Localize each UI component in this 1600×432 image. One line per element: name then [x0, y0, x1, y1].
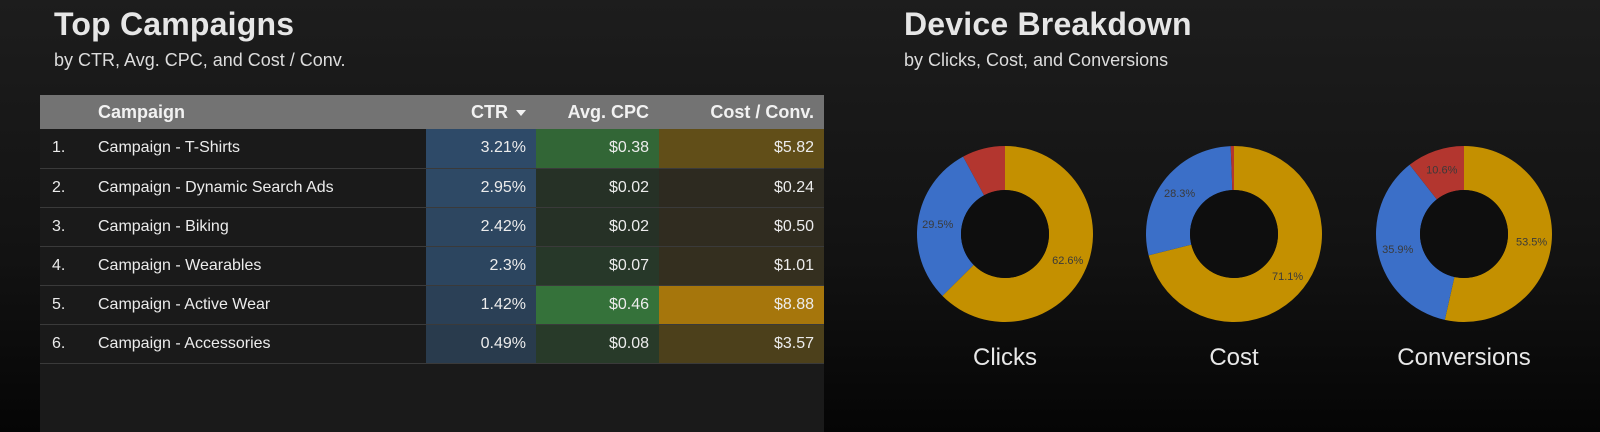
- donut-label-clicks: Clicks: [973, 344, 1037, 371]
- donut-chart-cost: 71.1% 28.3%: [1146, 146, 1322, 322]
- header-cost-conv[interactable]: Cost / Conv.: [710, 101, 814, 122]
- table-row[interactable]: 3. Campaign - Biking 2.42% $0.02 $0.50: [40, 207, 824, 246]
- row-campaign-name: Campaign - T-Shirts: [98, 139, 240, 157]
- donut-slice[interactable]: [963, 146, 1005, 196]
- table-row[interactable]: 6. Campaign - Accessories 0.49% $0.08 $3.57: [40, 324, 824, 363]
- campaign-table: Campaign CTR Avg. CPC Cost / Conv. 1. Cam…: [40, 95, 824, 364]
- donut-hole: [961, 190, 1049, 278]
- header-rank: [40, 95, 88, 129]
- header-ctr-label: CTR: [471, 101, 508, 122]
- donut-slice[interactable]: [1230, 146, 1234, 191]
- header-ctr[interactable]: CTR: [426, 95, 536, 129]
- header-campaign[interactable]: Campaign: [98, 101, 186, 122]
- device-breakdown-title: Device Breakdown: [904, 6, 1192, 42]
- donut-slice-label: 62.6%: [1052, 255, 1083, 267]
- row-ctr: 0.49%: [426, 324, 536, 363]
- row-avg-cpc: $0.02: [536, 207, 659, 246]
- row-rank: 2.: [52, 178, 66, 196]
- row-ctr: 2.95%: [426, 168, 536, 207]
- donut-slice[interactable]: [1409, 146, 1464, 200]
- row-avg-cpc: $0.38: [536, 129, 659, 168]
- donut-hole: [1420, 190, 1508, 278]
- table-row[interactable]: 5. Campaign - Active Wear 1.42% $0.46 $8.88: [40, 285, 824, 324]
- row-rank: 1.: [52, 139, 66, 157]
- table-row[interactable]: 2. Campaign - Dynamic Search Ads 2.95% $0.0…: [40, 168, 824, 207]
- row-cost-conv: $3.57: [659, 324, 824, 363]
- row-campaign-name: Campaign - Wearables: [98, 256, 262, 274]
- row-cost-conv: $0.50: [659, 207, 824, 246]
- row-campaign-name: Campaign - Dynamic Search Ads: [98, 178, 334, 196]
- table-row[interactable]: 4. Campaign - Wearables 2.3% $0.07 $1.01: [40, 246, 824, 285]
- campaign-table-container: Campaign CTR Avg. CPC Cost / Conv. 1. Cam…: [40, 95, 824, 432]
- donut-slice-label: 29.5%: [922, 219, 953, 231]
- donut-label-conversions: Conversions: [1397, 344, 1531, 371]
- row-rank: 3.: [52, 217, 66, 235]
- donut-chart-conversions: 53.5% 35.9% 10.6%: [1376, 146, 1552, 322]
- donut-hole: [1190, 190, 1278, 278]
- row-cost-conv: $8.88: [659, 285, 824, 324]
- row-campaign-name: Campaign - Accessories: [98, 334, 271, 352]
- donut-slice-label: 53.5%: [1516, 236, 1547, 248]
- top-campaigns-title: Top Campaigns: [54, 6, 295, 42]
- row-ctr: 2.42%: [426, 207, 536, 246]
- header-avg-cpc[interactable]: Avg. CPC: [567, 101, 649, 122]
- donut-slice[interactable]: [917, 156, 985, 296]
- row-rank: 4.: [52, 256, 66, 274]
- device-breakdown-subtitle: by Clicks, Cost, and Conversions: [904, 50, 1169, 70]
- donut-slice[interactable]: [1148, 146, 1322, 322]
- sort-desc-icon[interactable]: [516, 109, 526, 116]
- row-rank: 6.: [52, 334, 66, 352]
- donut-label-cost: Cost: [1209, 344, 1259, 371]
- row-cost-conv: $1.01: [659, 246, 824, 285]
- donut-slice-label: 10.6%: [1426, 165, 1457, 177]
- row-avg-cpc: $0.46: [536, 285, 659, 324]
- row-campaign-name: Campaign - Active Wear: [98, 295, 271, 313]
- donut-slice[interactable]: [942, 146, 1093, 322]
- donut-slice-label: 35.9%: [1382, 244, 1413, 256]
- table-row[interactable]: 1. Campaign - T-Shirts 3.21% $0.38 $5.82: [40, 129, 824, 168]
- table-header-row: Campaign CTR Avg. CPC Cost / Conv.: [40, 95, 824, 129]
- donut-chart-clicks: 62.6% 29.5%: [917, 146, 1093, 322]
- row-avg-cpc: $0.08: [536, 324, 659, 363]
- donut-slice-label: 71.1%: [1272, 271, 1303, 283]
- row-avg-cpc: $0.02: [536, 168, 659, 207]
- donut-slice-label: 28.3%: [1164, 188, 1195, 200]
- row-ctr: 3.21%: [426, 129, 536, 168]
- row-avg-cpc: $0.07: [536, 246, 659, 285]
- donut-slice[interactable]: [1376, 164, 1455, 320]
- donut-slice[interactable]: [1444, 146, 1552, 322]
- row-campaign-name: Campaign - Biking: [98, 217, 229, 235]
- row-cost-conv: $5.82: [659, 129, 824, 168]
- row-rank: 5.: [52, 295, 66, 313]
- row-ctr: 1.42%: [426, 285, 536, 324]
- top-campaigns-subtitle: by CTR, Avg. CPC, and Cost / Conv.: [54, 50, 346, 70]
- row-cost-conv: $0.24: [659, 168, 824, 207]
- donut-slice[interactable]: [1146, 146, 1233, 256]
- row-ctr: 2.3%: [426, 246, 536, 285]
